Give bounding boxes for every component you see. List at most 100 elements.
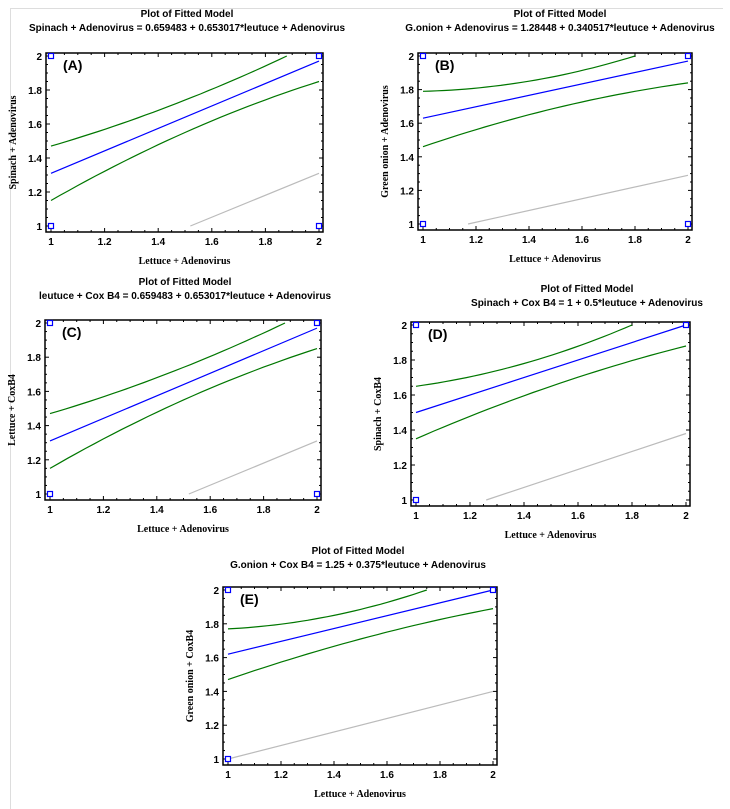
y-tick-label: 1 — [401, 496, 407, 507]
series-fitted — [422, 60, 689, 119]
data-point — [224, 586, 232, 594]
chart-panel-0: 1 1.2 1.4 1.6 1.8 2 1 1.2 1.4 1.6 1.8 2 Lettuce + Ad… — [8, 52, 324, 267]
y-tick-label: 1 — [36, 222, 42, 233]
plot-frame — [45, 52, 324, 233]
y-tick-label: 1.4 — [205, 687, 219, 698]
x-tick-label: 1.4 — [517, 511, 531, 522]
series-prediction-limit — [190, 172, 320, 227]
data-point — [419, 220, 427, 228]
x-tick-label: 1 — [420, 235, 426, 246]
y-tick-label: 2 — [35, 319, 41, 330]
panel-label: (E) — [240, 591, 259, 607]
series-prediction-limit — [188, 440, 318, 495]
y-tick-label: 1.8 — [393, 356, 407, 367]
x-tick-label: 1.8 — [433, 770, 447, 781]
y-tick-label: 2 — [401, 321, 407, 332]
series-upper-confidence — [50, 55, 288, 147]
x-tick-label: 2 — [490, 770, 496, 781]
data-point — [682, 321, 690, 329]
y-tick-label: 1 — [35, 490, 41, 501]
y-tick-label: 1.4 — [28, 154, 42, 165]
plot-frame — [44, 319, 322, 501]
series-lower-confidence — [49, 348, 318, 469]
x-tick-label: 1.6 — [380, 770, 394, 781]
series-lower-confidence — [422, 82, 689, 148]
data-point — [412, 496, 420, 504]
data-point — [419, 52, 427, 60]
chart-title: Plot of Fitted Model — [138, 277, 232, 288]
x-tick-label: 1.4 — [327, 770, 341, 781]
x-tick-label: 1.6 — [203, 505, 217, 516]
x-axis-label: Lettuce + Adenovirus — [505, 530, 597, 541]
y-tick-label: 1.4 — [393, 426, 407, 437]
data-point — [224, 755, 232, 763]
series-prediction-limit — [486, 432, 687, 501]
x-tick-label: 1.2 — [98, 237, 112, 248]
panel-label: (B) — [435, 57, 454, 73]
chart-subtitle: Spinach + Adenovirus = 0.659483 + 0.6530… — [28, 23, 346, 34]
data-point — [489, 586, 497, 594]
x-axis-label: Lettuce + Adenovirus — [509, 254, 601, 265]
series-prediction-limit — [227, 690, 494, 760]
chart-subtitle: G.onion + Cox B4 = 1.25 + 0.375*leutuce … — [230, 560, 486, 571]
series-lower-confidence — [415, 345, 687, 440]
data-point — [313, 490, 321, 498]
y-tick-label: 1.8 — [205, 620, 219, 631]
y-tick-label: 1.2 — [393, 461, 407, 472]
x-tick-label: 2 — [685, 235, 691, 246]
plot-frame — [222, 586, 498, 766]
y-tick-label: 2 — [36, 52, 42, 63]
y-axis-label: Spinach + CoxB4 — [373, 377, 384, 451]
y-axis-label: Green onion + Adenovirus — [380, 85, 391, 198]
y-tick-label: 1 — [213, 755, 219, 766]
y-tick-label: 1.2 — [28, 188, 42, 199]
data-point — [47, 222, 55, 230]
data-point — [46, 319, 54, 327]
y-axis-label: Green onion + CoxB4 — [185, 630, 196, 722]
y-tick-label: 1.4 — [27, 422, 41, 433]
x-tick-label: 1.4 — [150, 505, 164, 516]
x-tick-label: 1.2 — [463, 511, 477, 522]
y-tick-label: 1 — [408, 220, 414, 231]
series-upper-confidence — [227, 589, 427, 630]
page-border — [10, 8, 723, 809]
y-axis-label: Spinach + Adenovirus — [8, 95, 19, 189]
x-axis-label: Lettuce + Adenovirus — [139, 256, 231, 267]
y-tick-label: 1.2 — [205, 721, 219, 732]
x-tick-label: 1.4 — [151, 237, 165, 248]
panel-label: (A) — [63, 57, 82, 73]
chart-panel-4: 1 1.2 1.4 1.6 1.8 2 1 1.2 1.4 1.6 1.8 2 Lettuce + Ad… — [185, 586, 498, 800]
x-tick-label: 1.6 — [205, 237, 219, 248]
y-tick-label: 1.6 — [393, 391, 407, 402]
chart-panel-3: 1 1.2 1.4 1.6 1.8 2 1 1.2 1.4 1.6 1.8 2 Lettuce + Ad… — [373, 321, 691, 541]
x-axis-label: Lettuce + Adenovirus — [137, 524, 229, 535]
y-tick-label: 1.8 — [27, 353, 41, 364]
y-tick-label: 2 — [213, 586, 219, 597]
x-tick-label: 2 — [683, 511, 689, 522]
y-tick-label: 1.6 — [27, 387, 41, 398]
series-fitted — [50, 60, 320, 174]
x-tick-label: 1.8 — [258, 237, 272, 248]
chart-panel-1: 1 1.2 1.4 1.6 1.8 2 1 1.2 1.4 1.6 1.8 2 Lettuce + Ad… — [380, 52, 693, 265]
x-tick-label: 1.8 — [628, 235, 642, 246]
x-tick-label: 1 — [47, 505, 53, 516]
panel-label: (C) — [62, 324, 81, 340]
x-tick-label: 1.4 — [522, 235, 536, 246]
data-point — [47, 52, 55, 60]
plot-frame — [417, 52, 693, 231]
data-point — [315, 52, 323, 60]
data-point — [412, 321, 420, 329]
series-lower-confidence — [227, 608, 494, 681]
x-tick-label: 1.2 — [274, 770, 288, 781]
data-point — [684, 220, 692, 228]
x-tick-label: 1 — [225, 770, 231, 781]
panel-label: (D) — [428, 326, 447, 342]
x-axis-label: Lettuce + Adenovirus — [314, 789, 406, 800]
data-point — [315, 222, 323, 230]
y-tick-label: 1.6 — [28, 120, 42, 131]
chart-title: Plot of Fitted Model — [513, 9, 607, 20]
y-tick-label: 2 — [408, 52, 414, 63]
x-tick-label: 1.2 — [469, 235, 483, 246]
y-tick-label: 1.6 — [400, 119, 414, 130]
